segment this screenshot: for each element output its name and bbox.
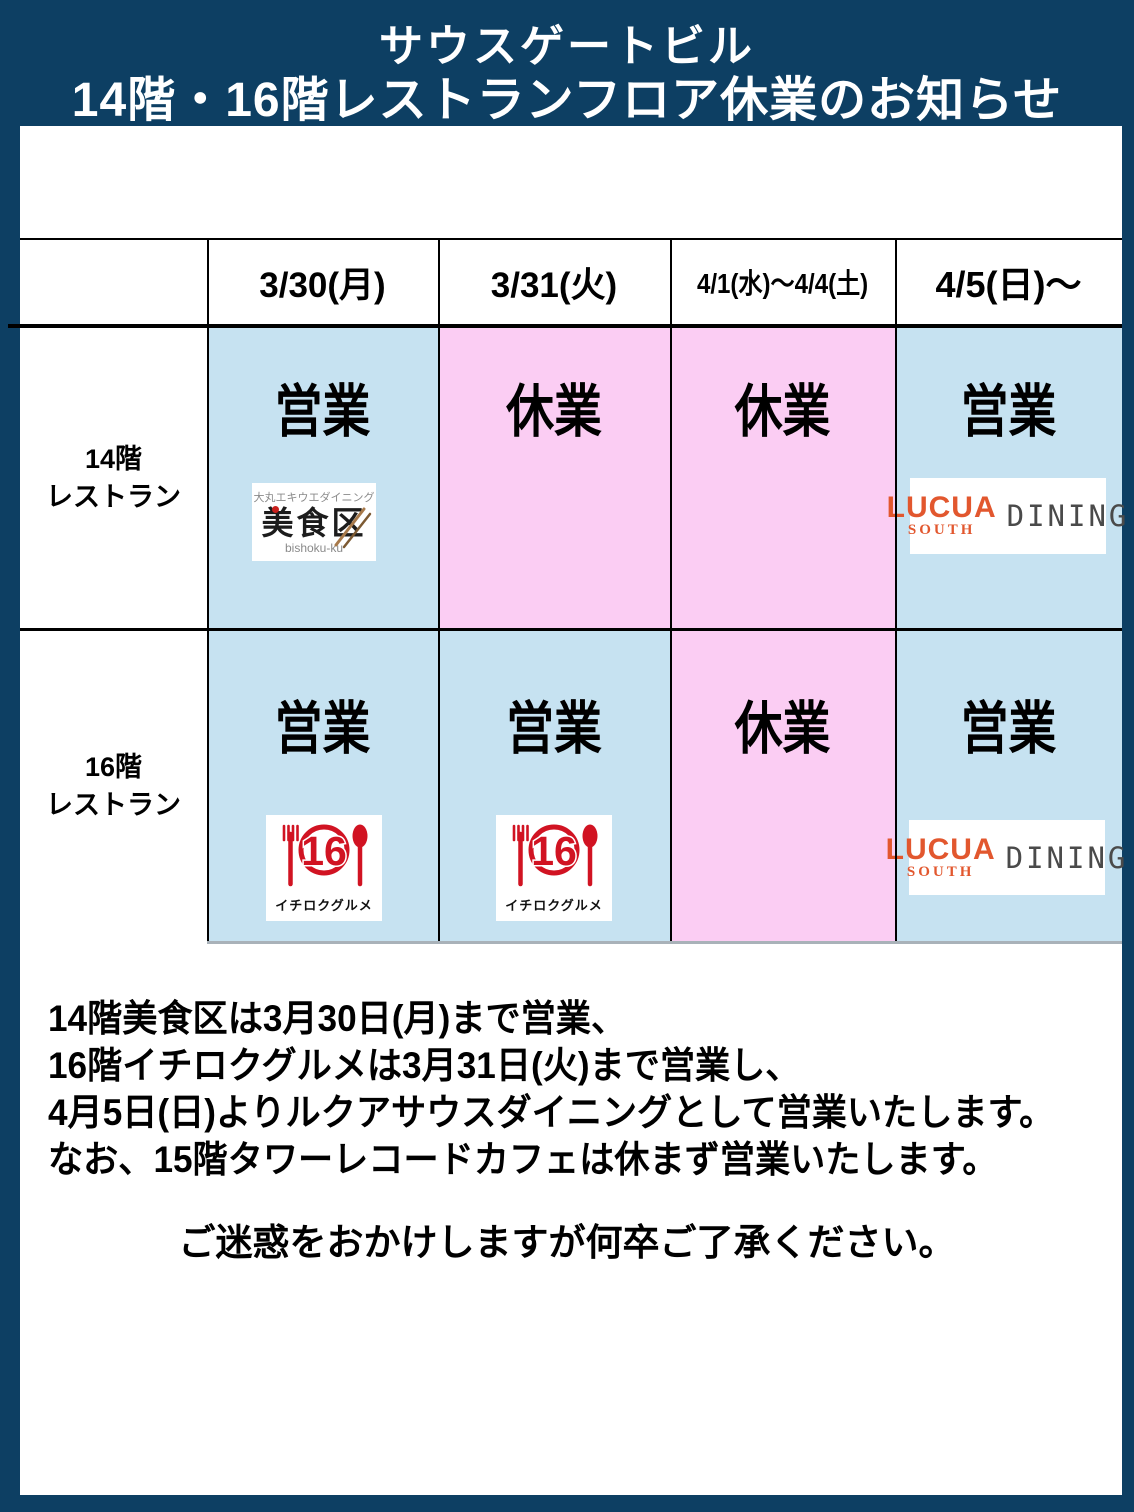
column-header-label: 3/31(火): [490, 265, 618, 305]
status-text: 営業: [274, 380, 371, 444]
table-border-top: [20, 238, 1122, 240]
column-header-date-1: 3/30(月): [207, 240, 438, 324]
cell-16f-0401-0404: 休業: [670, 631, 895, 941]
table-border-row-divider: [20, 628, 1122, 631]
table-border-bottom: [207, 941, 1122, 944]
row-label-floor: 14階: [84, 444, 143, 474]
notice-title-line2: 14階・16階レストランフロア休業のお知らせ: [71, 74, 1063, 127]
note-line: 16階イチロクグルメは3月31日(火)まで営業し、: [48, 1045, 801, 1086]
plate-16-icon: 16: [282, 824, 368, 887]
note-line: 4月5日(日)よりルクアサウスダイニングとして営業いたします。: [48, 1092, 1055, 1133]
cell-14f-0330: 営業: [207, 328, 438, 628]
row-label-restaurant: レストラン: [46, 790, 181, 820]
number-16: 16: [531, 828, 577, 874]
table-border-col3: [670, 238, 672, 941]
plate-16-icon: 16: [512, 824, 598, 887]
status-text: 営業: [960, 697, 1057, 761]
bishoku-ku-logo: 大丸エキウエダイニング 美食区 bishoku-ku: [252, 483, 376, 561]
column-header-label: 4/1(水)～4/4(土): [696, 268, 869, 299]
table-border-col4: [895, 238, 897, 941]
column-header-label: 3/30(月): [259, 265, 386, 305]
column-header-date-3: 4/1(水)～4/4(土): [670, 240, 895, 324]
status-text: 休業: [734, 380, 831, 444]
table-border-col1: [207, 238, 209, 941]
note-line: なお、15階タワーレコードカフェは休まず営業いたします。: [48, 1139, 998, 1180]
ichiroku-caption: イチロクグルメ: [505, 898, 603, 913]
lucua-south-wordmark: SOUTH: [906, 863, 975, 880]
lucua-wordmark: LUCUA: [886, 491, 997, 524]
lucua-dining-south-logo: LUCUA SOUTH DINING: [886, 820, 1125, 895]
lucua-dining-wordmark: DINING: [1005, 840, 1129, 875]
bishoku-ku-logo-romaji: bishoku-ku: [284, 541, 344, 555]
row-label-16f: 16階 レストラン: [20, 631, 207, 941]
lucua-brand-block: LUCUA SOUTH: [885, 832, 996, 880]
status-text: 営業: [506, 697, 602, 761]
status-text: 休業: [734, 697, 831, 761]
spoon-icon: [582, 824, 598, 887]
column-header-date-4: 4/5(日)～: [895, 240, 1122, 324]
fork-icon: [282, 824, 299, 887]
bishoku-ku-logo-tagline: 大丸エキウエダイニング: [253, 492, 375, 504]
lucua-south-wordmark: SOUTH: [907, 522, 976, 538]
apology-line: ご迷惑をおかけしますが何卒ご了承ください。: [178, 1222, 956, 1263]
status-text: 休業: [506, 380, 602, 444]
status-text: 営業: [960, 380, 1057, 444]
row-label-restaurant: レストラン: [46, 482, 181, 512]
number-16: 16: [301, 828, 347, 874]
cell-14f-0331: 休業: [438, 328, 670, 628]
column-header-label: 4/5(日)～: [935, 264, 1082, 305]
lucua-brand-block: LUCUA SOUTH: [886, 491, 997, 539]
notice-notes: 14階美食区は3月30日(月)まで営業、 16階イチロクグルメは3月31日(火)…: [48, 995, 1054, 1183]
table-border-header-bottom: [8, 324, 1122, 328]
row-label-floor: 16階: [84, 752, 143, 782]
notice-title-line1: サウスゲートビル: [379, 22, 755, 71]
fork-icon: [512, 824, 529, 887]
ichiroku-caption: イチロクグルメ: [275, 898, 373, 913]
status-text: 営業: [274, 697, 371, 761]
ichiroku-gourmet-logo: 16 イチロクグルメ: [266, 815, 382, 921]
chopsticks-icon: [334, 507, 372, 549]
table-border-col2: [438, 238, 440, 941]
lucua-wordmark: LUCUA: [885, 832, 996, 866]
column-header-date-2: 3/31(火): [438, 240, 670, 324]
lucua-dining-south-logo: LUCUA SOUTH DINING: [887, 478, 1126, 554]
cell-14f-0401-0404: 休業: [670, 328, 895, 628]
row-label-14f: 14階 レストラン: [20, 328, 207, 628]
red-dot-icon: [272, 506, 279, 513]
spoon-icon: [352, 824, 368, 887]
ichiroku-gourmet-logo: 16 イチロクグルメ: [496, 815, 612, 921]
note-line: 14階美食区は3月30日(月)まで営業、: [48, 998, 627, 1039]
lucua-dining-wordmark: DINING: [1006, 499, 1130, 533]
